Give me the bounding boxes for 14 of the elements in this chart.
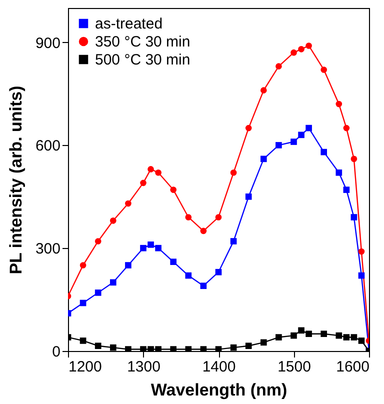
x-tick-label: 1200 — [68, 358, 102, 376]
y-tick-label: 0 — [52, 344, 60, 360]
y-tick-label: 900 — [35, 34, 60, 52]
x-axis-title: Wavelength (nm) — [150, 380, 288, 400]
y-tick-label: 300 — [35, 240, 60, 258]
x-tick-label: 1500 — [278, 358, 311, 376]
y-axis-title: PL intensity (arb. units) — [6, 86, 26, 274]
x-tick-label: 1600 — [336, 358, 370, 376]
y-tick-label: 600 — [35, 138, 60, 155]
legend-label: 500 °C 30 min — [95, 52, 190, 68]
legend-label: 350 °C 30 min — [95, 34, 190, 50]
x-tick-label: 1300 — [127, 358, 160, 376]
x-tick-label: 1400 — [202, 358, 236, 376]
legend-label: as-treated — [95, 16, 163, 32]
